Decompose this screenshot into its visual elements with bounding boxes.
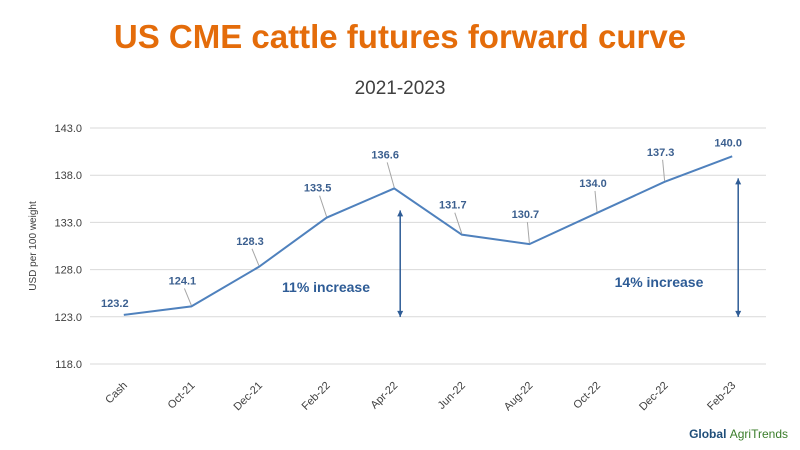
data-label: 137.3 [647, 147, 675, 159]
data-label: 123.2 [101, 298, 129, 310]
x-axis-ticks: Cash Oct-21 Dec-21 Feb-22 Apr-22 Jun-22 Aug-22… [103, 380, 738, 414]
y-axis-label: USD per 100 weight [28, 201, 39, 291]
data-label: 140.0 [714, 137, 742, 149]
chart-subtitle: 2021-2023 [354, 78, 446, 99]
data-label: 130.7 [512, 209, 540, 221]
annotation-text: 11% increase [282, 279, 370, 295]
arrow-head-up [397, 210, 404, 217]
data-label: 133.5 [304, 183, 332, 195]
y-tick-label: 128.0 [54, 265, 82, 277]
label-leader-line [319, 195, 328, 217]
series-line [123, 155, 733, 316]
data-label: 134.0 [579, 178, 607, 190]
data-label: 136.6 [371, 149, 399, 161]
data-label: 131.7 [439, 200, 467, 212]
x-tick-label: Dec-21 [232, 380, 266, 414]
x-tick-label: Aug-22 [502, 380, 536, 414]
gridlines [90, 127, 766, 365]
arrow-head-down [397, 310, 404, 317]
x-tick-label: Apr-22 [368, 380, 400, 412]
x-tick-label: Jun-22 [436, 380, 468, 412]
y-tick-label: 133.0 [54, 217, 82, 229]
label-leader-line [386, 162, 395, 188]
y-tick-label: 143.0 [54, 123, 82, 135]
label-leader-line [454, 212, 463, 234]
data-labels: 123.2 124.1 128.3 133.5 136.6 131.7 130.7 134.0… [101, 137, 742, 310]
brand-part2: AgriTrends [729, 427, 788, 441]
label-leader-line [526, 222, 530, 244]
x-tick-label: Cash [103, 380, 130, 407]
annotations: 11% increase 14% increase [282, 178, 742, 317]
x-tick-label: Oct-22 [571, 380, 603, 412]
arrow-head-up [735, 178, 742, 185]
x-tick-label: Feb-22 [300, 380, 333, 413]
x-tick-label: Dec-22 [637, 380, 671, 414]
label-leader-line [594, 190, 598, 213]
label-leader-line [662, 159, 666, 181]
y-tick-label: 138.0 [54, 170, 82, 182]
label-leader-line [183, 288, 192, 306]
series-line-group [123, 155, 733, 316]
y-tick-label: 123.0 [54, 312, 82, 324]
data-label: 124.1 [169, 275, 197, 287]
chart-title: US CME cattle futures forward curve [113, 18, 687, 55]
label-leader-lines [183, 159, 666, 306]
arrow-head-down [735, 310, 742, 317]
data-label: 128.3 [236, 236, 264, 248]
x-tick-label: Oct-21 [166, 380, 198, 412]
y-tick-label: 118.0 [55, 359, 82, 371]
brand-part1: Global [689, 427, 727, 441]
label-leader-line [251, 248, 260, 266]
annotation-text: 14% increase [615, 274, 704, 290]
brand-logo: Global AgriTrends [689, 427, 788, 441]
y-axis-ticks: 118.0 123.0 128.0 133.0 138.0 143.0 [54, 123, 82, 371]
x-tick-label: Feb-23 [705, 380, 738, 413]
